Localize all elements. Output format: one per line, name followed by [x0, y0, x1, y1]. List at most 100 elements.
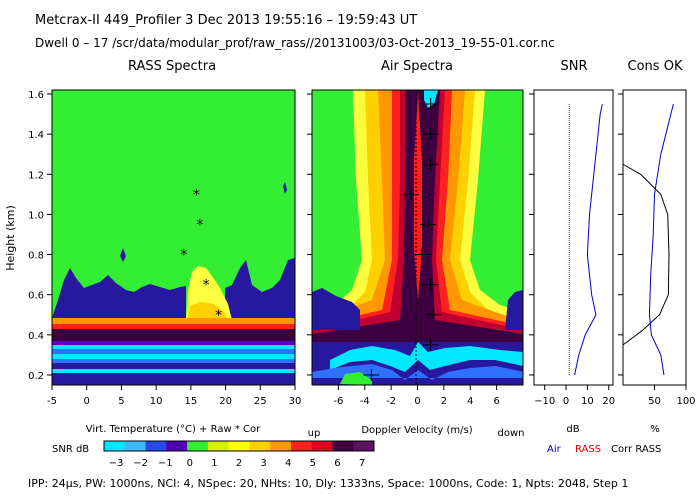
colorbar-tick: 5	[310, 458, 316, 469]
x-tick-label: −10	[534, 396, 555, 407]
y-tick-label: 1.6	[28, 90, 44, 101]
colorbar-tick: 4	[285, 458, 291, 469]
y-tick-label: 0.2	[28, 371, 44, 382]
rass-band-8	[52, 359, 295, 363]
cons-xlabel: %	[650, 424, 660, 435]
y-tick-label: 1.4	[28, 130, 44, 141]
rass-heatmap	[52, 90, 295, 385]
colorbar-swatch	[187, 441, 209, 451]
x-tick-label: 50	[648, 396, 661, 407]
chart-marks: * * * * *	[180, 98, 674, 381]
x-tick-label: -2	[386, 396, 396, 407]
rass-cor-point: *	[193, 187, 200, 203]
air-raw-point	[420, 218, 437, 231]
x-tick-label: -5	[47, 396, 57, 407]
footer-params: IPP: 24μs, PW: 1000ns, NCI: 4, NSpec: 20…	[28, 477, 628, 490]
air-cyan-wave	[330, 342, 523, 372]
rass-band-6	[52, 349, 295, 354]
colorbar-swatch	[249, 441, 271, 451]
air-raw-point	[425, 308, 442, 321]
colorbar-label: SNR dB	[52, 444, 89, 455]
cons-title: Cons OK	[628, 59, 683, 74]
air-raw-point	[422, 98, 439, 111]
panel-frame-2	[533, 89, 614, 386]
rass-band-10	[52, 369, 295, 373]
series-line-2-0	[574, 103, 603, 376]
rass-mound-left	[52, 268, 186, 318]
colorbar-tick: 3	[260, 458, 266, 469]
x-tick-label: 2	[441, 396, 447, 407]
series-line-3-0	[622, 163, 670, 346]
rass-band-4	[52, 341, 295, 345]
y-tick-label: 1.2	[28, 170, 44, 181]
x-tick-label: -6	[333, 396, 343, 407]
colorbar-swatch	[145, 441, 167, 451]
air-xlabel-up: up	[308, 428, 321, 439]
air-raw-point	[422, 128, 439, 141]
x-tick-label: 25	[254, 396, 267, 407]
colorbar-tick: −1	[158, 458, 173, 469]
air-raw-point	[422, 338, 439, 351]
colorbar-tick: −2	[133, 458, 148, 469]
x-tick-label: 0	[563, 396, 569, 407]
colorbar-swatch	[104, 441, 126, 451]
x-tick-label: 20	[219, 396, 232, 407]
y-axis-label: Height (km)	[4, 205, 17, 271]
panel-frame-0	[51, 89, 296, 386]
colorbar-tick: 2	[236, 458, 242, 469]
colorbar-tick: 7	[359, 458, 365, 469]
axes: 0.20.40.60.81.01.21.41.6-5 0 5 10 15 20 25 30 -6…	[28, 89, 696, 407]
colorbar-swatch	[311, 441, 333, 451]
air-heatmap	[312, 90, 523, 385]
rass-mound-right	[225, 258, 295, 318]
x-tick-label: 0	[414, 396, 420, 407]
rass-title: RASS Spectra	[128, 59, 216, 74]
header-title: Metcrax-II 449_Profiler 3 Dec 2013 19:55…	[35, 13, 417, 28]
series-line-3-1	[648, 103, 674, 376]
colorbar-swatch	[207, 441, 229, 451]
x-tick-label: 6	[493, 396, 499, 407]
x-tick-label: 0	[84, 396, 90, 407]
colorbar-tick: 6	[334, 458, 340, 469]
snr-bg	[534, 90, 613, 385]
x-tick-label: 30	[289, 396, 302, 407]
rass-band-3	[52, 329, 295, 341]
rass-band-9	[52, 363, 295, 369]
air-raw-point	[422, 278, 439, 291]
snr-xlabel: dB	[566, 424, 579, 435]
x-tick-label: 5	[118, 396, 124, 407]
air-mound-left	[312, 288, 360, 330]
x-tick-label: -4	[360, 396, 370, 407]
y-tick-label: 0.4	[28, 331, 44, 342]
air-xlabel: Doppler Velocity (m/s)	[361, 425, 472, 436]
x-tick-label: 20	[602, 396, 615, 407]
snr-title: SNR	[560, 59, 587, 74]
y-tick-label: 1.0	[28, 210, 44, 221]
colorbar-swatch	[124, 441, 146, 451]
legend-air: Air	[547, 444, 562, 455]
air-raw-point	[422, 158, 439, 171]
colorbar-tick: 1	[211, 458, 217, 469]
colorbar-swatch	[228, 441, 250, 451]
rass-cor-point: *	[215, 308, 222, 324]
air-raw-point	[363, 368, 380, 381]
rass-blob-2	[283, 182, 287, 194]
rass-cor-point: *	[180, 248, 187, 264]
rass-xlabel: Virt. Temperature (°C) + Raw * Cor	[86, 424, 261, 435]
colorbar-swatch	[353, 441, 375, 451]
colorbar-swatch	[270, 441, 292, 451]
air-mound-right	[505, 290, 523, 330]
rass-blob-1	[120, 248, 126, 262]
rass-band-5	[52, 345, 295, 349]
air-title: Air Spectra	[381, 59, 453, 74]
rass-band-2	[52, 324, 295, 329]
colorbar-swatch	[332, 441, 354, 451]
x-tick-label: 10	[581, 396, 594, 407]
y-tick-label: 0.6	[28, 291, 44, 302]
x-tick-label: 15	[184, 396, 197, 407]
air-raw-point	[402, 188, 419, 201]
air-raw-point	[413, 248, 430, 261]
colorbar-tick: −3	[109, 458, 124, 469]
y-tick-label: 0.8	[28, 251, 44, 262]
